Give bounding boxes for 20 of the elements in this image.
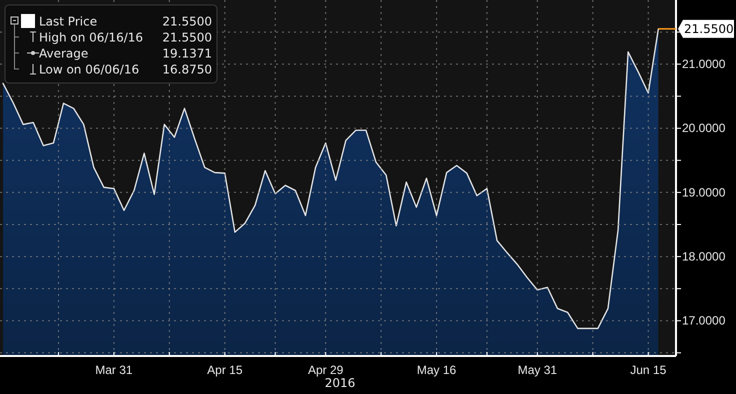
x-tick-label: May 31 bbox=[518, 362, 558, 377]
annotation: Low on 06/06/16 bbox=[39, 62, 140, 76]
y-tick-label: 18.0000 bbox=[682, 249, 726, 264]
x-tick-label: Apr 15 bbox=[207, 362, 243, 377]
annotation: Average bbox=[39, 46, 88, 60]
annotation: 21.5500 bbox=[162, 14, 212, 28]
annotation: 19.1371 bbox=[162, 46, 212, 60]
x-axis-title: 2016 bbox=[324, 376, 356, 390]
x-tick-label: Mar 31 bbox=[95, 362, 133, 377]
x-tick-label: Jun 15 bbox=[630, 362, 667, 377]
x-tick-label: Apr 29 bbox=[308, 362, 344, 377]
legend-label: Last Price bbox=[39, 14, 98, 28]
annotation: High on 06/16/16 bbox=[39, 30, 144, 44]
y-tick-label: 19.0000 bbox=[682, 185, 726, 200]
y-tick-label: 21.0000 bbox=[682, 56, 726, 71]
annotation: 21.5500 bbox=[162, 30, 212, 44]
y-tick-label: 20.0000 bbox=[682, 121, 726, 136]
x-tick-label: May 16 bbox=[416, 362, 457, 377]
y-tick-label: 17.0000 bbox=[682, 314, 726, 328]
annotation: 16.8750 bbox=[162, 62, 212, 76]
